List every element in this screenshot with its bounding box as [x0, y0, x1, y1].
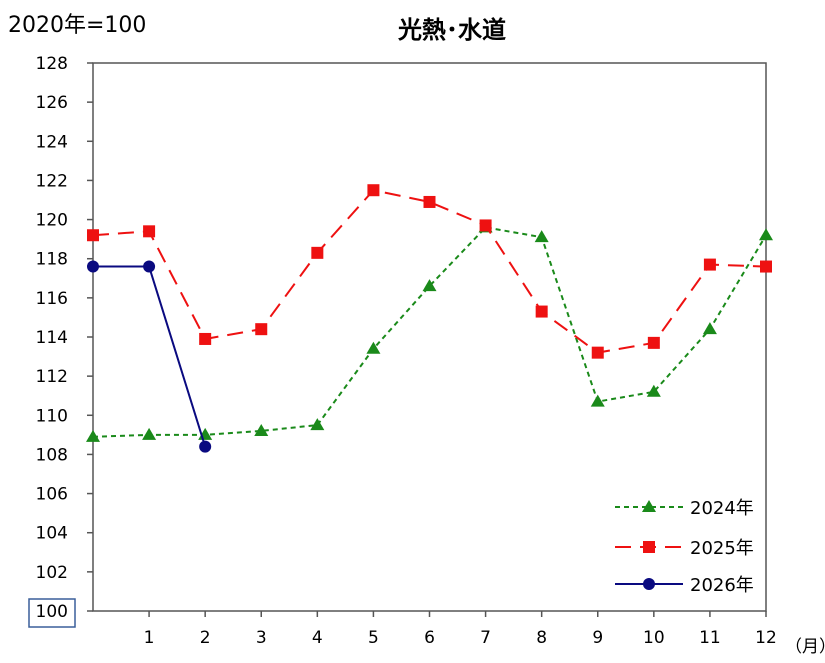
data-point — [759, 228, 773, 241]
data-point — [199, 440, 212, 453]
x-tick-label: 12 — [755, 628, 777, 648]
y-tick-label: 122 — [36, 171, 68, 191]
y-tick-label: 118 — [36, 250, 68, 270]
y-tick-label: 124 — [36, 132, 68, 152]
chart-title: 光熱･水道 — [397, 16, 506, 44]
data-point — [86, 429, 100, 442]
y-tick-label: 128 — [36, 54, 68, 74]
data-point — [591, 346, 604, 359]
series-2 — [87, 184, 772, 359]
data-point — [255, 323, 268, 336]
x-tick-label: 9 — [592, 628, 603, 648]
y-tick-label: 100 — [36, 602, 68, 622]
legend-label: 2026年 — [690, 575, 754, 596]
y-tick-label: 106 — [36, 485, 68, 505]
data-point — [423, 195, 436, 208]
data-point — [647, 336, 660, 349]
data-point — [646, 384, 661, 397]
data-point — [760, 260, 772, 273]
x-tick-label: 2 — [200, 628, 211, 648]
data-point — [703, 258, 716, 271]
x-tick-label: 8 — [536, 628, 547, 648]
y-min-label-box — [28, 598, 76, 628]
series-layer — [86, 184, 773, 453]
data-point — [311, 246, 324, 259]
legend-marker — [643, 541, 655, 553]
data-point — [87, 229, 99, 242]
x-tick-label: 7 — [480, 628, 491, 648]
data-point — [534, 230, 549, 243]
y-tick-label: 126 — [36, 93, 68, 113]
legend-label: 2025年 — [690, 538, 754, 559]
legend-marker — [642, 500, 656, 512]
y-tick-label: 112 — [36, 367, 68, 387]
x-tick-label: 5 — [368, 628, 379, 648]
data-point — [702, 322, 717, 335]
x-tick-label: 3 — [256, 628, 267, 648]
legend-label: 2024年 — [690, 498, 754, 519]
data-point — [142, 427, 157, 440]
data-point — [367, 184, 380, 197]
y-tick-label: 108 — [36, 445, 68, 465]
data-point — [535, 305, 548, 318]
data-point — [310, 418, 325, 431]
x-tick-label: 4 — [312, 628, 323, 648]
x-unit-label: （月） — [785, 637, 825, 657]
legend-item: 2025年 — [615, 538, 754, 559]
y-axis: 100 102 104 106 108 110 112 114 116 118 120 122 124 1… — [28, 54, 93, 628]
x-tick-label: 6 — [424, 628, 435, 648]
y-tick-label: 120 — [36, 211, 68, 231]
data-point — [366, 341, 381, 354]
x-tick-label: 11 — [699, 628, 721, 648]
x-tick-label: 1 — [144, 628, 155, 648]
base-year-label: 2020年=100 — [8, 13, 146, 38]
y-tick-label: 114 — [36, 328, 68, 348]
legend-box — [605, 488, 765, 606]
data-point — [143, 225, 156, 238]
legend-item: 2024年 — [615, 498, 754, 519]
data-point — [590, 394, 605, 407]
y-tick-label: 104 — [36, 524, 68, 544]
data-point — [199, 332, 212, 345]
y-tick-label: 102 — [36, 563, 68, 583]
legend-marker — [643, 578, 655, 590]
legend: 2024年 2025年 2026年 — [615, 498, 754, 596]
x-tick-label: 10 — [643, 628, 665, 648]
y-tick-label: 110 — [36, 406, 68, 426]
series-3 — [87, 260, 212, 453]
x-axis: 1 2 3 4 5 6 7 8 9 10 11 12 — [144, 611, 777, 648]
data-point — [479, 219, 492, 232]
data-point — [422, 279, 437, 292]
data-point — [254, 423, 269, 436]
data-point — [143, 260, 156, 273]
y-tick-label: 116 — [36, 289, 68, 309]
data-point — [87, 260, 99, 273]
legend-item: 2026年 — [615, 575, 754, 596]
